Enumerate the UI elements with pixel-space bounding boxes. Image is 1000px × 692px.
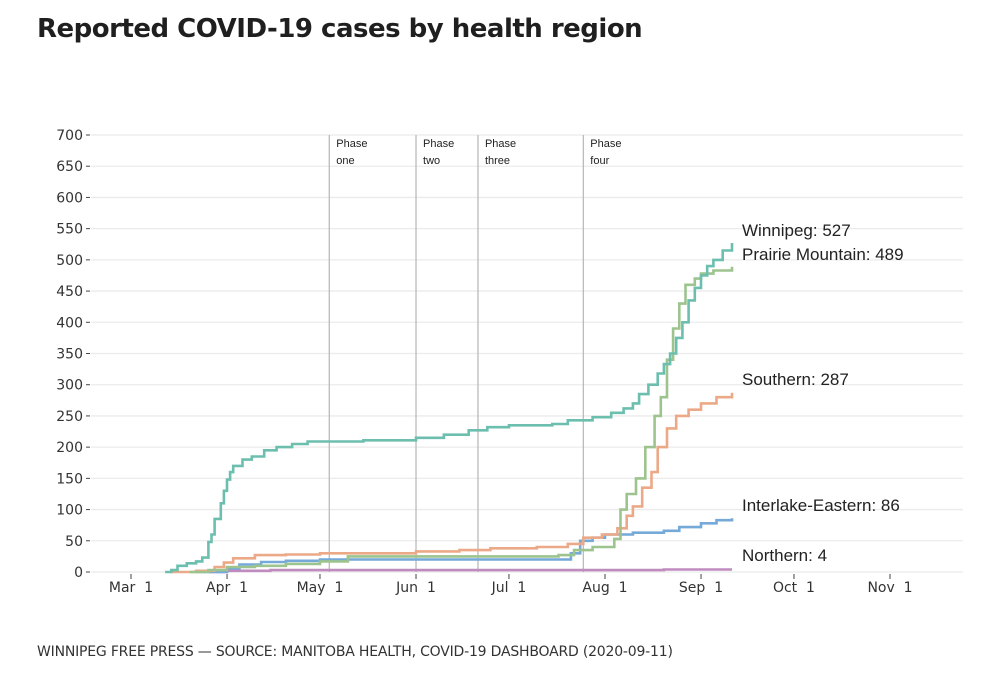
line-chart: Phase one Phase two Phase three Phase four 0 50 1…: [56, 128, 963, 596]
phase-label: Phase: [336, 138, 367, 150]
series-label-northern: Northern: 4: [742, 546, 827, 565]
phase-label: one: [336, 155, 354, 167]
x-axis: Mar 1 Apr 1 May 1 Jun 1 Jul 1 Aug 1 Sep 1 Oct 1…: [109, 574, 913, 596]
series-line-winnipeg: [165, 243, 734, 574]
series-label-southern: Southern: 287: [742, 370, 849, 389]
y-tick-label: 600: [56, 190, 83, 206]
chart-title: Reported COVID-19 cases by health region: [37, 14, 643, 44]
series-end-labels: Northern: 4 Interlake-Eastern: 86 Southern…: [742, 221, 904, 565]
y-tick-label: 350: [56, 347, 83, 363]
series-label-interlake-eastern: Interlake-Eastern: 86: [742, 496, 900, 515]
x-tick-label: May 1: [297, 580, 344, 596]
x-tick-label: Nov 1: [867, 580, 912, 596]
series-line-southern: [171, 392, 734, 574]
source-note: WINNIPEG FREE PRESS — SOURCE: MANITOBA H…: [37, 644, 673, 660]
x-tick-label: Sep 1: [679, 580, 723, 596]
x-tick-label: Mar 1: [109, 580, 153, 596]
y-tick-label: 200: [56, 440, 83, 456]
y-tick-label: 400: [56, 315, 83, 331]
phase-label: Phase: [590, 138, 621, 150]
x-tick-label: Oct 1: [773, 580, 815, 596]
series-label-prairie-mountain: Prairie Mountain: 489: [742, 245, 904, 264]
gridlines: [91, 134, 963, 573]
y-tick-label: 0: [74, 565, 83, 581]
y-tick-label: 100: [56, 503, 83, 519]
phase-label: four: [590, 155, 609, 167]
y-tick-label: 500: [56, 253, 83, 269]
phase-annotations: Phase one Phase two Phase three Phase four: [328, 135, 622, 572]
x-tick-label: Jun 1: [395, 580, 436, 596]
y-tick-label: 150: [56, 471, 83, 487]
y-tick-label: 450: [56, 284, 83, 300]
y-tick-label: 700: [56, 128, 83, 144]
phase-label: Phase: [423, 138, 454, 150]
phase-label: three: [485, 155, 510, 167]
x-tick-label: Aug 1: [582, 580, 627, 596]
y-axis: 0 50 100 150 200 250 300 350 400 450 500 550 600 650 7…: [56, 128, 90, 581]
x-tick-label: Apr 1: [206, 580, 248, 596]
y-tick-label: 550: [56, 222, 83, 238]
phase-label: two: [423, 155, 440, 167]
y-tick-label: 300: [56, 378, 83, 394]
y-tick-label: 250: [56, 409, 83, 425]
series-line-prairie-mountain: [189, 266, 734, 574]
y-tick-label: 650: [56, 159, 83, 175]
y-tick-label: 50: [65, 534, 83, 550]
series-lines: [165, 243, 734, 574]
series-line-interlake-eastern: [196, 518, 734, 574]
series-label-winnipeg: Winnipeg: 527: [742, 221, 851, 240]
x-tick-label: Jul 1: [491, 580, 527, 596]
phase-label: Phase: [485, 138, 516, 150]
